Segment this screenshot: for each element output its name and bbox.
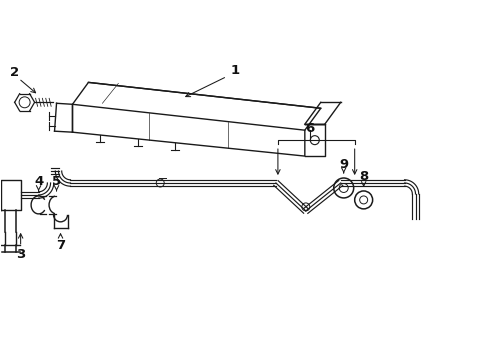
- Text: 9: 9: [339, 158, 347, 171]
- Text: 6: 6: [305, 122, 314, 135]
- Text: 3: 3: [16, 248, 25, 261]
- Text: 2: 2: [10, 66, 19, 79]
- Text: 4: 4: [34, 175, 43, 189]
- Text: 8: 8: [358, 170, 367, 183]
- Text: 7: 7: [56, 239, 65, 252]
- Text: 1: 1: [230, 64, 239, 77]
- Text: 5: 5: [52, 175, 61, 189]
